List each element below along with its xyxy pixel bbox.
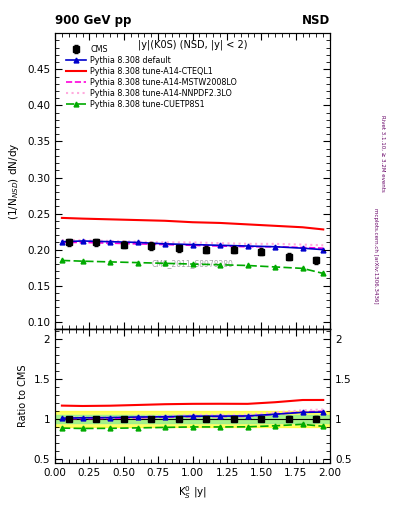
Pythia 8.308 tune-CUETP8S1 [300,265,305,271]
Y-axis label: Ratio to CMS: Ratio to CMS [18,365,28,428]
Pythia 8.308 default [273,244,277,250]
Pythia 8.308 tune-A14-CTEQL1 [321,226,326,232]
Pythia 8.308 default [218,242,222,248]
Pythia 8.308 tune-CUETP8S1 [218,262,222,268]
Pythia 8.308 tune-CUETP8S1 [60,258,64,264]
Pythia 8.308 tune-CUETP8S1 [190,261,195,267]
Text: |y|(K0S) (NSD, |y| < 2): |y|(K0S) (NSD, |y| < 2) [138,39,247,50]
Pythia 8.308 tune-A14-CTEQL1 [163,218,167,224]
Line: Pythia 8.308 default: Pythia 8.308 default [59,239,326,252]
Pythia 8.308 tune-A14-NNPDF2.3LO [273,241,277,247]
Pythia 8.308 default [300,245,305,251]
Pythia 8.308 tune-A14-NNPDF2.3LO [245,241,250,247]
Text: CMS_2011_S8978280: CMS_2011_S8978280 [152,260,233,268]
Pythia 8.308 tune-A14-NNPDF2.3LO [135,239,140,245]
Pythia 8.308 tune-A14-CTEQL1 [190,219,195,225]
Pythia 8.308 tune-A14-MSTW2008LO [300,244,305,250]
Pythia 8.308 default [135,239,140,245]
Pythia 8.308 default [163,241,167,247]
Pythia 8.308 default [108,239,112,245]
Pythia 8.308 tune-A14-CTEQL1 [80,216,85,222]
Y-axis label: (1/N$_{NSD}$) dN/dy: (1/N$_{NSD}$) dN/dy [7,142,22,220]
Pythia 8.308 tune-A14-CTEQL1 [108,216,112,222]
Pythia 8.308 tune-A14-MSTW2008LO [218,243,222,249]
Pythia 8.308 default [321,247,326,253]
Pythia 8.308 default [80,238,85,244]
Pythia 8.308 tune-A14-CTEQL1 [60,215,64,221]
Line: Pythia 8.308 tune-A14-NNPDF2.3LO: Pythia 8.308 tune-A14-NNPDF2.3LO [62,240,323,245]
Pythia 8.308 default [190,242,195,248]
Pythia 8.308 tune-A14-MSTW2008LO [135,241,140,247]
Pythia 8.308 tune-A14-NNPDF2.3LO [108,238,112,244]
Pythia 8.308 tune-A14-MSTW2008LO [163,242,167,248]
Pythia 8.308 tune-A14-MSTW2008LO [108,240,112,246]
Text: Rivet 3.1.10, ≥ 3.2M events: Rivet 3.1.10, ≥ 3.2M events [381,115,386,192]
Pythia 8.308 default [60,239,64,245]
Bar [55,411,330,426]
Pythia 8.308 tune-A14-CTEQL1 [245,221,250,227]
Text: 900 GeV pp: 900 GeV pp [55,14,131,27]
Pythia 8.308 tune-A14-NNPDF2.3LO [300,242,305,248]
Line: Pythia 8.308 tune-A14-MSTW2008LO: Pythia 8.308 tune-A14-MSTW2008LO [62,242,323,248]
Text: mcplots.cern.ch [arXiv:1306.3436]: mcplots.cern.ch [arXiv:1306.3436] [373,208,378,304]
Pythia 8.308 tune-A14-CTEQL1 [218,220,222,226]
Pythia 8.308 tune-CUETP8S1 [321,270,326,276]
Pythia 8.308 tune-CUETP8S1 [273,264,277,270]
X-axis label: K$^{0}_{S}$ |y|: K$^{0}_{S}$ |y| [178,484,207,501]
Pythia 8.308 tune-A14-CTEQL1 [273,223,277,229]
Pythia 8.308 tune-CUETP8S1 [108,259,112,265]
Pythia 8.308 default [245,243,250,249]
Text: NSD: NSD [302,14,330,27]
Pythia 8.308 tune-CUETP8S1 [80,258,85,264]
Pythia 8.308 tune-A14-CTEQL1 [135,217,140,223]
Pythia 8.308 tune-A14-MSTW2008LO [321,245,326,251]
Pythia 8.308 tune-A14-NNPDF2.3LO [190,239,195,245]
Pythia 8.308 tune-A14-MSTW2008LO [60,239,64,245]
Pythia 8.308 tune-A14-NNPDF2.3LO [218,240,222,246]
Pythia 8.308 tune-CUETP8S1 [135,260,140,266]
Pythia 8.308 tune-A14-NNPDF2.3LO [60,237,64,243]
Pythia 8.308 tune-A14-NNPDF2.3LO [163,239,167,245]
Pythia 8.308 tune-A14-MSTW2008LO [80,239,85,245]
Legend: CMS, Pythia 8.308 default, Pythia 8.308 tune-A14-CTEQL1, Pythia 8.308 tune-A14-M: CMS, Pythia 8.308 default, Pythia 8.308 … [64,43,239,111]
Bar [55,415,330,422]
Pythia 8.308 tune-A14-CTEQL1 [300,224,305,230]
Pythia 8.308 tune-A14-MSTW2008LO [190,242,195,248]
Pythia 8.308 tune-A14-NNPDF2.3LO [80,237,85,243]
Line: Pythia 8.308 tune-A14-CTEQL1: Pythia 8.308 tune-A14-CTEQL1 [62,218,323,229]
Pythia 8.308 tune-A14-MSTW2008LO [245,244,250,250]
Pythia 8.308 tune-A14-MSTW2008LO [273,244,277,250]
Line: Pythia 8.308 tune-CUETP8S1: Pythia 8.308 tune-CUETP8S1 [59,258,326,276]
Pythia 8.308 tune-CUETP8S1 [163,260,167,266]
Pythia 8.308 tune-A14-NNPDF2.3LO [321,242,326,248]
Pythia 8.308 tune-CUETP8S1 [245,263,250,269]
